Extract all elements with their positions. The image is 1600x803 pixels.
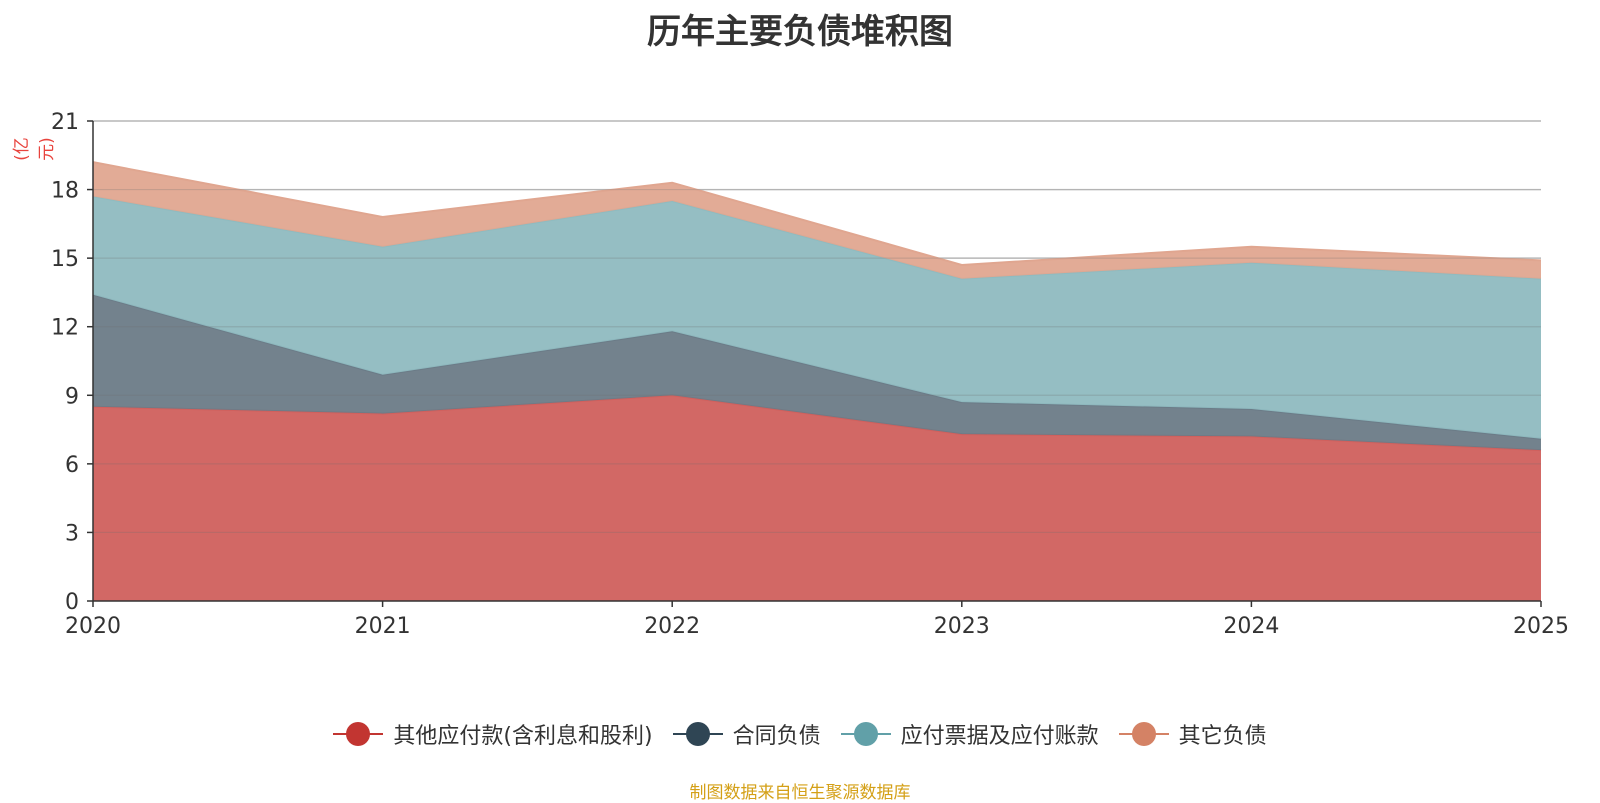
area-series-0 bbox=[93, 395, 1541, 601]
x-tick-label: 2022 bbox=[644, 614, 700, 639]
y-tick-label: 0 bbox=[65, 590, 79, 615]
legend-item[interactable]: 应付票据及应付账款 bbox=[840, 718, 1099, 750]
legend-label: 应付票据及应付账款 bbox=[900, 724, 1099, 749]
legend-marker-icon bbox=[840, 722, 891, 746]
legend-label: 其它负债 bbox=[1178, 724, 1267, 749]
legend: 其他应付款(含利息和股利) 合同负债 应付票据及应付账款 其它负债 bbox=[0, 718, 1600, 750]
legend-label: 其他应付款(含利息和股利) bbox=[393, 724, 653, 749]
y-tick-label: 9 bbox=[65, 384, 79, 409]
legend-marker-icon bbox=[333, 722, 384, 746]
x-tick-label: 2021 bbox=[355, 614, 411, 639]
y-tick-label: 21 bbox=[51, 110, 79, 135]
legend-item[interactable]: 合同负债 bbox=[672, 718, 821, 750]
y-tick-label: 3 bbox=[65, 521, 79, 546]
legend-label: 合同负债 bbox=[732, 724, 821, 749]
area-series-3 bbox=[93, 162, 1541, 279]
area-series-line-3 bbox=[92, 161, 1542, 267]
y-tick-label: 12 bbox=[51, 316, 79, 341]
x-tick-label: 2023 bbox=[934, 614, 990, 639]
chart-title: 历年主要负债堆积图 bbox=[647, 12, 953, 52]
axes: 0 3 6 9 12 15 18 21 2020 2021 2022 2023 2024 2025 bbox=[51, 110, 1569, 639]
area-layers bbox=[92, 120, 1542, 601]
x-tick-label: 2024 bbox=[1223, 614, 1279, 639]
legend-item[interactable]: 其他应付款(含利息和股利) bbox=[333, 718, 653, 750]
area-series-2 bbox=[93, 196, 1541, 439]
legend-marker-icon bbox=[672, 722, 723, 746]
legend-marker-icon bbox=[1118, 722, 1169, 746]
y-tick-label: 15 bbox=[51, 247, 79, 272]
area-series-1 bbox=[93, 294, 1541, 451]
legend-item[interactable]: 其它负债 bbox=[1118, 718, 1267, 750]
source-note: 制图数据来自恒生聚源数据库 bbox=[689, 783, 911, 803]
y-tick-label: 6 bbox=[65, 453, 79, 478]
y-tick-label: 18 bbox=[51, 179, 79, 204]
x-tick-label: 2025 bbox=[1513, 614, 1569, 639]
x-tick-label: 2020 bbox=[65, 614, 121, 639]
